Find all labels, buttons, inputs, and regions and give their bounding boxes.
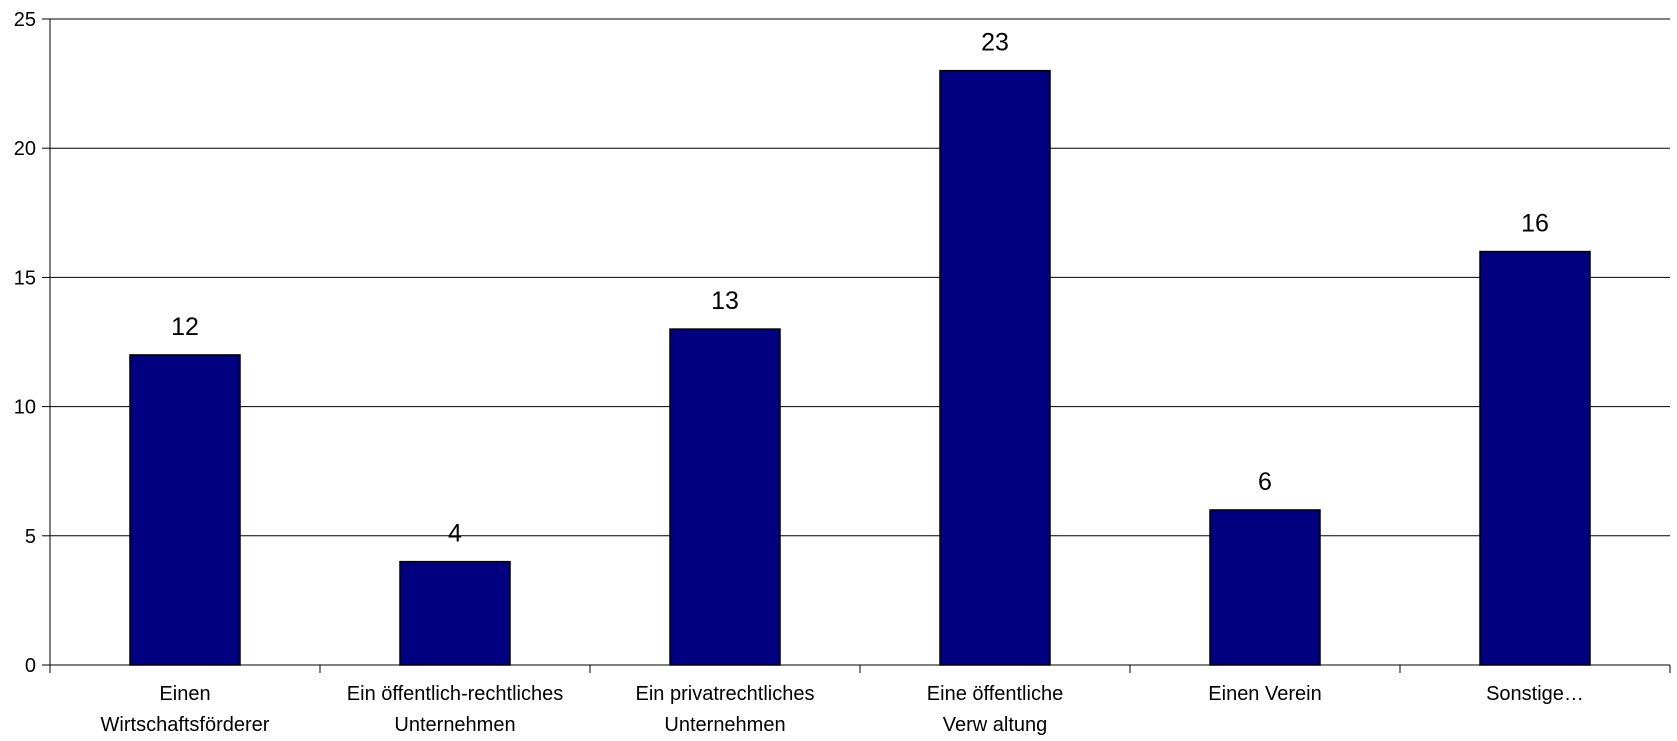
x-tick-label: Wirtschaftsförderer [101,714,270,736]
x-tick-label: Eine öffentliche [927,683,1063,705]
x-tick-label: Ein öffentlich-rechtliches [347,683,563,705]
y-tick-label: 5 [25,526,36,548]
data-label: 16 [1521,210,1549,238]
x-tick-label: Verw altung [943,714,1048,736]
bar [1479,250,1591,666]
x-tick-label: Einen Verein [1208,683,1321,705]
bar [399,560,511,666]
labels: 0 5 10 15 20 25 12 Einen Wirtschaftsförderer 4 Ein… [14,9,1584,736]
y-tick-label: 20 [14,138,36,160]
y-tick-label: 0 [25,655,36,677]
x-tick-label: Unternehmen [664,714,785,736]
data-label: 13 [711,287,739,315]
axes [42,18,1671,673]
data-label: 6 [1258,468,1272,496]
data-label: 23 [981,29,1009,57]
y-tick-label: 15 [14,267,36,289]
x-tick-label: Sonstige… [1486,683,1584,705]
x-tick-label: Unternehmen [394,714,515,736]
gridlines [50,18,1670,537]
y-tick-label: 25 [14,9,36,31]
y-tick-label: 10 [14,397,36,419]
x-tick-label: Einen [159,683,210,705]
x-tick-label: Ein privatrechtliches [636,683,815,705]
bar [939,69,1051,666]
data-label: 4 [448,520,462,548]
data-label: 12 [171,313,199,341]
bars [129,69,1591,666]
bar [1209,509,1321,666]
bar [669,328,781,666]
bar [129,354,241,666]
